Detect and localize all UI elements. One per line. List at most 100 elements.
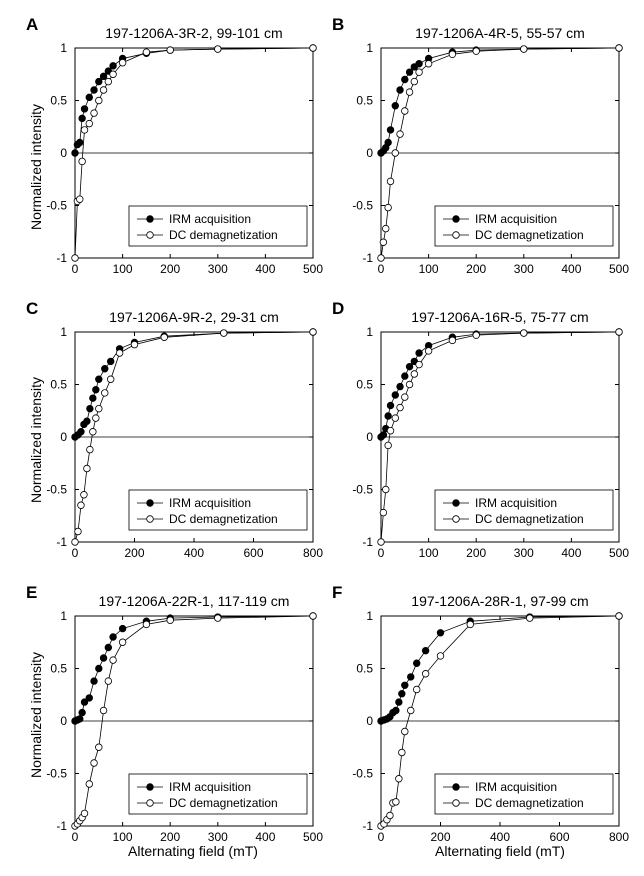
dc-point [615,328,623,336]
x-tick-label: 300 [514,262,534,276]
y-tick-label: -0.5 [352,483,373,497]
dc-point [386,811,394,820]
x-tick-label: 500 [303,830,323,844]
x-tick-label: 400 [490,830,510,844]
dc-point [391,414,399,422]
dc-point [130,340,139,349]
legend-label: IRM acquisition [169,780,251,794]
irm-point [78,114,86,123]
x-tick-label: 200 [124,546,144,560]
irm-point [90,86,98,94]
dc-point [448,50,457,58]
irm-point [407,673,415,681]
dc-point [379,508,388,517]
panel-b: B 197-1206A-4R-5, 55-57 cm 0 100 200 300 400 50… [332,15,629,276]
legend-marker [146,231,154,239]
dc-point [421,670,430,678]
y-tick-label: 1 [366,325,373,339]
dc-point [109,656,117,664]
irm-point [415,349,423,357]
irm-point [77,428,85,436]
irm-point [384,412,392,420]
legend-marker [452,231,460,239]
x-tick-label: 600 [243,546,263,560]
x-tick-label: 400 [561,262,581,276]
x-tick-label: 0 [378,546,385,560]
dc-point [90,109,98,117]
x-tick-label: 800 [609,830,629,844]
irm-point [99,72,108,81]
irm-point [386,126,395,134]
dc-point [76,195,84,203]
dc-point [95,743,103,751]
irm-point [384,138,392,147]
irm-point [391,391,399,399]
y-tick-label: 0 [366,430,373,444]
irm-point [85,93,93,102]
dc-point [166,46,174,54]
legend-marker [452,215,460,223]
dc-point [80,126,89,134]
dc-point [472,331,480,339]
dc-point [396,403,404,412]
irm-point [80,698,89,706]
legend-label: DC demagnetization [475,796,584,810]
irm-point [85,694,93,702]
dc-point [410,77,419,86]
y-tick-label: -0.5 [352,199,373,213]
dc-point [92,414,100,422]
dc-point [309,612,317,620]
irm-point [379,431,388,439]
legend-label: DC demagnetization [169,228,278,242]
irm-point [436,629,445,637]
dc-point [615,612,623,620]
dc-point [405,380,414,389]
irm-point [101,365,109,373]
dc-point [86,445,94,454]
dc-point [89,428,97,436]
dc-point [392,798,400,806]
x-tick-label: 500 [303,262,323,276]
dc-point [80,491,88,499]
dc-point [395,775,403,783]
legend-label: DC demagnetization [169,512,278,526]
legend-label: DC demagnetization [475,228,584,242]
dc-point [109,70,117,78]
legend-label: IRM acquisition [475,212,557,226]
irm-point [415,60,423,68]
legend-marker [146,783,154,791]
dc-point [85,780,93,788]
irm-point [106,357,115,366]
y-tick-label: 1 [60,609,67,623]
irm-point [76,715,84,723]
legend-marker [452,799,460,807]
dc-point [386,177,395,186]
irm-point [86,404,94,413]
panel-d: D 197-1206A-16R-5, 75-77 cm 0 100 200 300 400 5… [332,299,629,560]
panel-letter: B [332,15,344,34]
x-tick-label: 500 [609,546,629,560]
y-tick-label: 0.5 [50,94,67,108]
dc-point [160,333,168,341]
dc-point [386,427,395,435]
x-axis-label: Alternating field (mT) [435,843,565,859]
legend-label: IRM acquisition [169,212,251,226]
x-tick-label: 600 [549,830,569,844]
legend-marker [146,215,154,223]
panel-a: A 197-1206A-3R-2, 99-101 cm 0 100 200 300 400 5… [26,15,323,276]
dc-point [377,254,385,262]
series-line [380,331,620,543]
irm-point [95,664,103,673]
series-line [74,331,314,438]
x-tick-label: 100 [419,262,439,276]
y-tick-label: -1 [56,535,67,549]
dc-point [526,614,534,622]
x-tick-label: 400 [184,546,204,560]
legend-marker [452,515,460,523]
dc-point [466,620,474,629]
dc-point [77,501,85,509]
irm-point [95,77,103,86]
dc-point [309,44,317,52]
dc-point [401,393,409,401]
